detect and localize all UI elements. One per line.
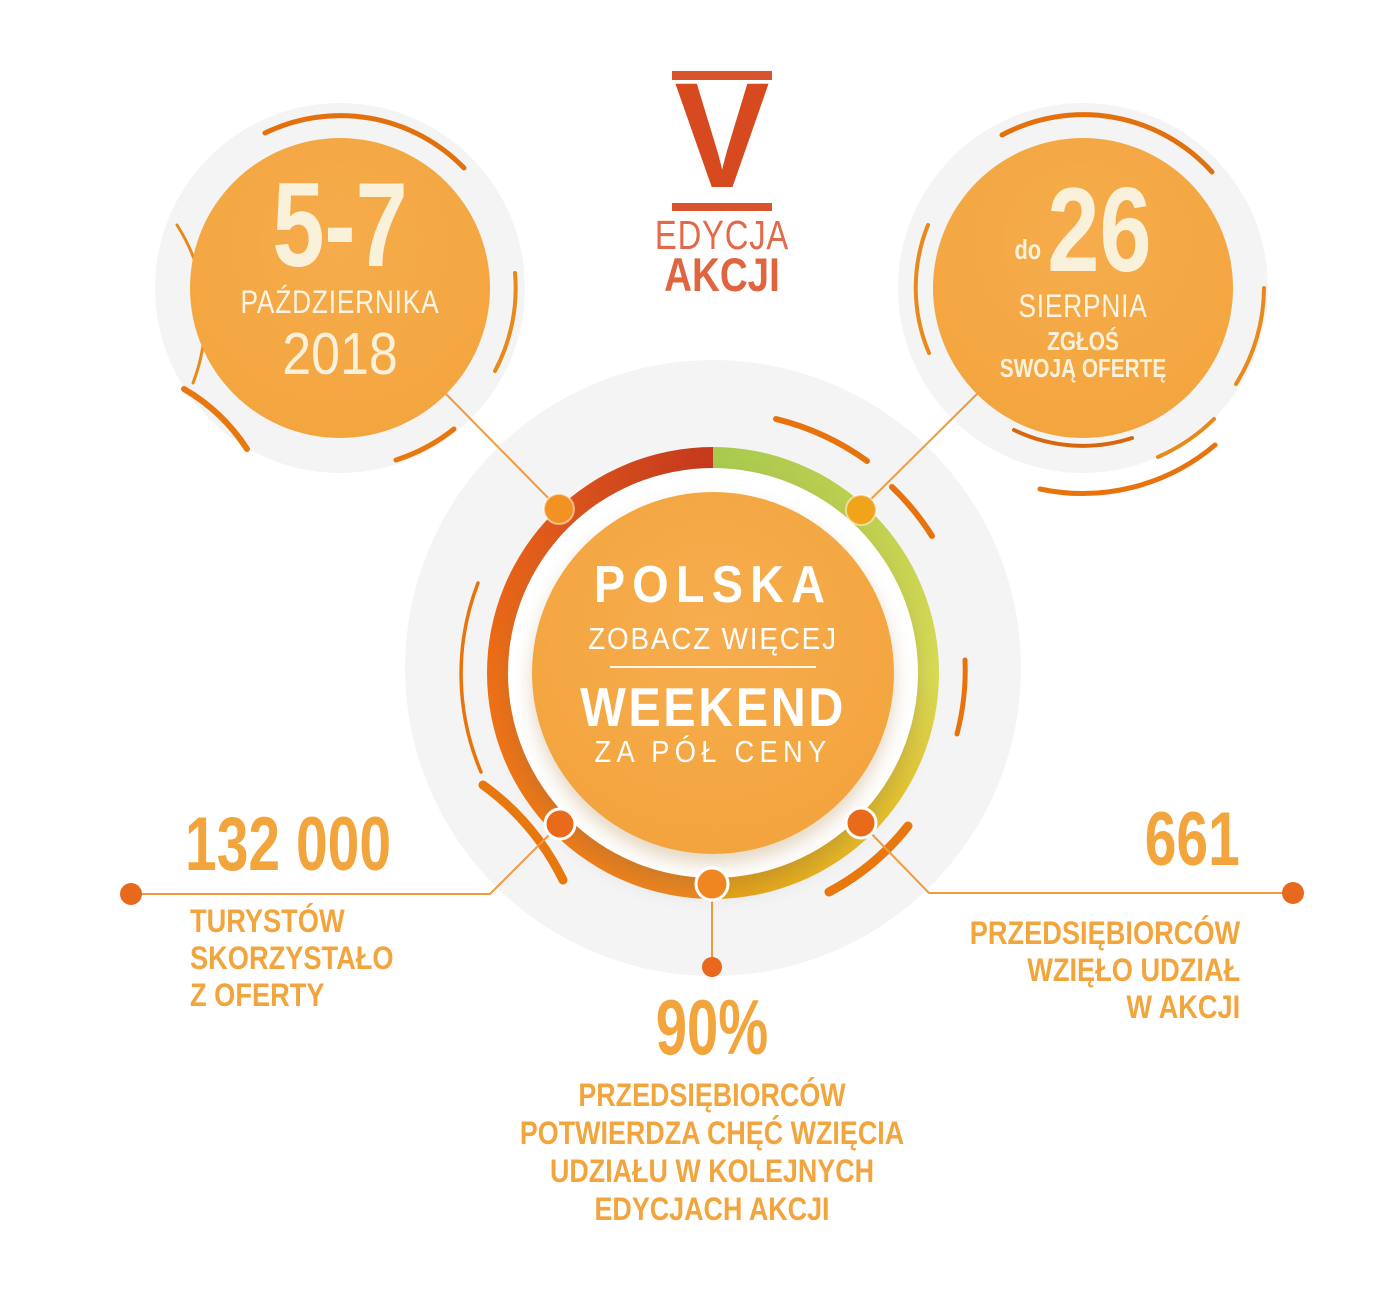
center-divider (610, 666, 816, 668)
tourists-end-dot (120, 883, 142, 905)
left-bubble-year: 2018 (282, 321, 398, 387)
right-bubble-day-row: do26 (927, 170, 1239, 290)
repeat-value: 90% (655, 983, 769, 1071)
repeat-label-line: EDYCJACH AKCJI (594, 1191, 830, 1227)
tourists-label-line: Z OFERTY (190, 977, 325, 1013)
right-bubble-day: 26 (1047, 163, 1152, 297)
badge-top-bar (672, 71, 772, 80)
businesses-label: PRZEDSIĘBIORCÓW WZIĘŁO UDZIAŁ W AKCJI (970, 915, 1240, 1026)
left-bubble-dates: 5-7 (272, 158, 408, 292)
businesses-value: 661 (1144, 797, 1240, 882)
tourists-label-line: SKORZYSTAŁO (190, 940, 394, 976)
businesses-end-dot (1282, 882, 1304, 904)
badge-numeral: V (674, 51, 770, 219)
businesses-label-line: W AKCJI (1126, 989, 1240, 1025)
repeat-label: PRZEDSIĘBIORCÓW POTWIERDZA CHĘĆ WZIĘCIA … (460, 1076, 964, 1228)
right-bubble-cta: ZGŁOŚ SWOJĄ OFERTĘ (923, 328, 1243, 382)
right-bubble-cta-line2: SWOJĄ OFERTĘ (999, 353, 1167, 383)
repeat-label-line: POTWIERDZA CHĘĆ WZIĘCIA (519, 1115, 905, 1151)
businesses-label-line: WZIĘŁO UDZIAŁ (1026, 952, 1240, 988)
right-deadline-bubble (933, 138, 1233, 438)
left-bubble-month: PAŹDZIERNIKA (240, 284, 440, 320)
tourists-label-line: TURYSTÓW (190, 903, 345, 939)
center-disc (532, 492, 894, 854)
right-bubble-prefix: do (1014, 234, 1042, 265)
businesses-label-line: PRZEDSIĘBIORCÓW (969, 915, 1240, 951)
center-program: WEEKEND (580, 676, 846, 738)
badge-line1: EDYCJA (654, 212, 790, 258)
center-title: POLSKA (593, 556, 833, 614)
right-bubble-cta-line1: ZGŁOŚ (1047, 326, 1119, 356)
tourists-value: 132 000 (185, 802, 392, 887)
tourists-label: TURYSTÓW SKORZYSTAŁO Z OFERTY (190, 903, 393, 1014)
center-program-subtitle: ZA PÓŁ CENY (594, 734, 832, 769)
center-subtitle: ZOBACZ WIĘCEJ (588, 621, 838, 656)
repeat-label-line: PRZEDSIĘBIORCÓW (578, 1077, 846, 1113)
right-bubble-month: SIERPNIA (1018, 288, 1148, 324)
left-date-bubble (190, 138, 490, 438)
repeat-label-line: UDZIAŁU W KOLEJNYCH (549, 1153, 875, 1189)
badge-line2: AKCJI (664, 248, 780, 301)
badge-bottom-bar (672, 203, 772, 211)
